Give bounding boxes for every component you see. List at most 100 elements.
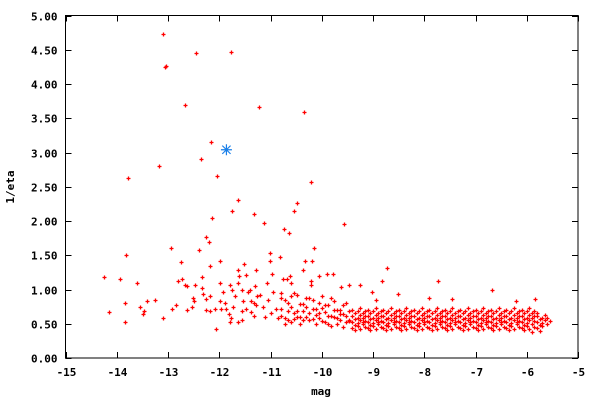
data-point bbox=[183, 103, 188, 108]
data-point bbox=[353, 328, 358, 333]
data-point bbox=[533, 297, 538, 302]
data-point bbox=[476, 328, 481, 333]
data-point bbox=[350, 308, 355, 313]
data-point bbox=[201, 292, 206, 297]
data-point bbox=[443, 320, 448, 325]
data-point bbox=[283, 316, 288, 321]
data-point bbox=[385, 266, 390, 271]
data-point bbox=[522, 311, 527, 316]
data-point bbox=[404, 313, 409, 318]
data-point bbox=[252, 301, 257, 306]
data-point bbox=[363, 319, 368, 324]
data-point bbox=[286, 301, 291, 306]
data-point bbox=[283, 322, 288, 327]
data-point bbox=[474, 320, 479, 325]
data-point bbox=[353, 317, 358, 322]
data-point bbox=[527, 318, 532, 323]
data-point bbox=[515, 316, 520, 321]
data-point bbox=[240, 309, 245, 314]
data-point bbox=[381, 320, 386, 325]
data-point bbox=[394, 309, 399, 314]
data-point bbox=[507, 311, 512, 316]
data-point bbox=[138, 305, 143, 310]
data-point bbox=[430, 311, 435, 316]
data-point bbox=[265, 281, 270, 286]
data-point bbox=[368, 323, 373, 328]
data-point bbox=[389, 313, 394, 318]
data-point bbox=[218, 259, 223, 264]
data-point bbox=[504, 314, 509, 319]
data-point bbox=[481, 318, 486, 323]
data-point bbox=[218, 281, 223, 286]
x-tick-label: -6 bbox=[521, 366, 535, 379]
data-point bbox=[180, 277, 185, 282]
y-tick-label: 1.50 bbox=[31, 250, 58, 263]
data-point bbox=[448, 309, 453, 314]
data-point bbox=[427, 296, 432, 301]
data-point bbox=[307, 311, 312, 316]
data-point bbox=[520, 314, 525, 319]
x-tick-label: -14 bbox=[108, 366, 128, 379]
data-point bbox=[532, 319, 537, 324]
data-point bbox=[404, 327, 409, 332]
data-point bbox=[453, 316, 458, 321]
data-point bbox=[191, 296, 196, 301]
data-point bbox=[358, 283, 363, 288]
data-point bbox=[481, 327, 486, 332]
data-point bbox=[329, 296, 334, 301]
data-point bbox=[404, 318, 409, 323]
data-point bbox=[504, 320, 509, 325]
data-point bbox=[471, 319, 476, 324]
data-point bbox=[271, 290, 276, 295]
data-point bbox=[397, 326, 402, 331]
data-point bbox=[199, 157, 204, 162]
data-point bbox=[124, 253, 129, 258]
data-point bbox=[347, 283, 352, 288]
data-point bbox=[283, 298, 288, 303]
data-point bbox=[430, 323, 435, 328]
data-point bbox=[543, 313, 548, 318]
data-point bbox=[356, 316, 361, 321]
data-point bbox=[445, 311, 450, 316]
data-point bbox=[522, 328, 527, 333]
data-point bbox=[532, 309, 537, 314]
data-point bbox=[192, 299, 197, 304]
y-tick-label: 2.00 bbox=[31, 216, 58, 229]
data-point bbox=[241, 299, 246, 304]
data-point bbox=[420, 313, 425, 318]
data-point bbox=[204, 297, 209, 302]
data-point bbox=[268, 251, 273, 256]
data-point bbox=[458, 308, 463, 313]
data-point bbox=[499, 311, 504, 316]
data-point bbox=[374, 327, 379, 332]
data-point bbox=[458, 320, 463, 325]
data-point bbox=[278, 255, 283, 260]
data-point bbox=[261, 305, 266, 310]
data-point bbox=[399, 311, 404, 316]
data-point bbox=[389, 306, 394, 311]
data-point bbox=[445, 317, 450, 322]
axis-ticks: -15 -14 -13 -12 -11 -10 -9 -8 -7 -6 -5 0.00 0.50 1.00… bbox=[31, 11, 585, 380]
data-point bbox=[344, 301, 349, 306]
data-point bbox=[381, 326, 386, 331]
data-point bbox=[548, 319, 553, 324]
data-point bbox=[509, 316, 514, 321]
data-point bbox=[286, 318, 291, 323]
data-point bbox=[164, 64, 169, 69]
data-point bbox=[257, 105, 262, 110]
data-point bbox=[335, 316, 340, 321]
data-point bbox=[248, 288, 253, 293]
data-point bbox=[298, 315, 303, 320]
data-point bbox=[236, 281, 241, 286]
data-point bbox=[461, 311, 466, 316]
data-point bbox=[179, 260, 184, 265]
data-point bbox=[219, 307, 224, 312]
data-point bbox=[218, 299, 223, 304]
data-point bbox=[356, 309, 361, 314]
data-point bbox=[276, 316, 281, 321]
data-point bbox=[450, 313, 455, 318]
data-point bbox=[376, 320, 381, 325]
data-point bbox=[204, 308, 209, 313]
data-point bbox=[358, 327, 363, 332]
data-point bbox=[409, 319, 414, 324]
